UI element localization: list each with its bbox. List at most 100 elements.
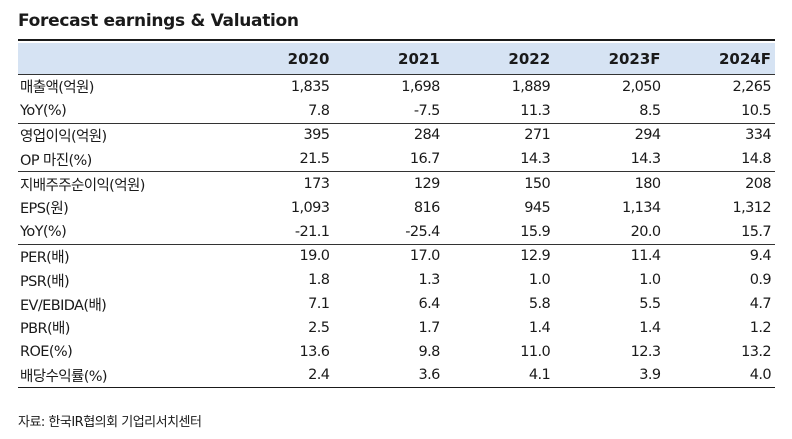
header-label-cell (18, 43, 223, 75)
row-label: ROE(%) (20, 343, 73, 360)
row-label: PSR(배) (20, 273, 70, 290)
header-year-2023f: 2023F (554, 43, 665, 75)
value-cell: 17.0 (333, 243, 444, 269)
value-cell: 16.7 (409, 151, 440, 168)
value-cell: 173 (223, 171, 334, 196)
title-rule (18, 39, 775, 41)
earnings-table: 2020 2021 2022 2023F 2024F 매출액(억원) 1,835 1… (18, 43, 775, 389)
value-cell: 4.0 (664, 363, 775, 389)
row-label: 배당수익률(%) (18, 363, 223, 389)
value-cell: 4.7 (749, 296, 772, 313)
header-row: 2020 2021 2022 2023F 2024F (18, 43, 775, 75)
value-cell: 1,093 (290, 199, 330, 216)
value-cell: 2,265 (664, 73, 775, 99)
value-cell: -7.5 (413, 102, 441, 119)
value-cell: 20.0 (630, 223, 661, 240)
value-cell: 1,889 (443, 73, 555, 99)
value-cell: 1.8 (308, 272, 330, 289)
value-cell: 13.6 (299, 343, 330, 360)
value-cell: 180 (554, 171, 665, 196)
table-row: 영업이익(억원) 395 284 271 294 334 (18, 122, 775, 148)
header-year-2024f: 2024F (664, 43, 775, 75)
row-label: 지배주주순이익(억원) (18, 171, 223, 196)
table-row: EPS(원) 1,093 816 945 1,134 1,312 (18, 196, 775, 220)
table-row: PBR(배) 2.5 1.7 1.4 1.4 1.2 (18, 316, 775, 340)
value-cell: 9.8 (418, 343, 441, 360)
row-label: 매출액(억원) (18, 73, 223, 99)
header-year-2022: 2022 (443, 43, 555, 75)
value-cell: 15.7 (741, 223, 771, 240)
value-cell: 10.5 (741, 102, 771, 119)
value-cell: 2.5 (308, 319, 330, 336)
value-cell: 7.1 (308, 296, 330, 313)
value-cell: 395 (223, 122, 334, 148)
value-cell: 816 (413, 199, 440, 216)
value-cell: -25.4 (405, 223, 440, 240)
row-label: EV/EBIDA(배) (20, 297, 107, 314)
value-cell: 294 (554, 122, 665, 148)
row-label: 영업이익(억원) (18, 122, 223, 148)
row-label: OP 마진(%) (20, 152, 92, 169)
value-cell: 5.5 (639, 296, 661, 313)
value-cell: 1.7 (418, 319, 441, 336)
value-cell: 1,134 (622, 199, 661, 216)
value-cell: 4.1 (443, 363, 555, 389)
row-label: PER(배) (18, 243, 223, 269)
value-cell: 14.3 (630, 151, 661, 168)
value-cell: 129 (333, 171, 444, 196)
value-cell: 334 (664, 122, 775, 148)
value-cell: 1,698 (333, 73, 444, 99)
value-cell: 11.3 (520, 102, 551, 119)
value-cell: 3.6 (333, 363, 444, 389)
value-cell: 8.5 (639, 102, 661, 119)
table-row: OP 마진(%) 21.5 16.7 14.3 14.3 14.8 (18, 147, 775, 171)
value-cell: 12.9 (443, 243, 555, 269)
table-title: Forecast earnings & Valuation (18, 11, 299, 31)
row-label: PBR(배) (20, 321, 70, 338)
value-cell: 3.9 (554, 363, 665, 389)
value-cell: 1.0 (639, 272, 661, 289)
value-cell: 1.4 (528, 319, 551, 336)
table-row: PER(배) 19.0 17.0 12.9 11.4 9.4 (18, 243, 775, 269)
value-cell: 284 (333, 122, 444, 148)
header-year-2020: 2020 (223, 43, 334, 75)
value-cell: 271 (443, 122, 555, 148)
value-cell: 0.9 (749, 272, 772, 289)
value-cell: 945 (524, 199, 551, 216)
table-row: YoY(%) -21.1 -25.4 15.9 20.0 15.7 (18, 220, 775, 244)
table-row: YoY(%) 7.8 -7.5 11.3 8.5 10.5 (18, 99, 775, 123)
source-note: 자료: 한국IR협의회 기업리서치센터 (18, 415, 202, 430)
value-cell: 2.4 (223, 363, 334, 389)
value-cell: 21.5 (299, 151, 330, 168)
table-row: 배당수익률(%) 2.4 3.6 4.1 3.9 4.0 (18, 363, 775, 389)
value-cell: 150 (443, 171, 555, 196)
table-body: 매출액(억원) 1,835 1,698 1,889 2,050 2,265 YoY(%) 7.… (18, 73, 775, 389)
header-year-2021: 2021 (333, 43, 444, 75)
table-row: PSR(배) 1.8 1.3 1.0 1.0 0.9 (18, 268, 775, 292)
value-cell: 1.2 (749, 319, 772, 336)
value-cell: 1.4 (639, 319, 661, 336)
value-cell: -21.1 (294, 223, 330, 240)
table-row: 지배주주순이익(억원) 173 129 150 180 208 (18, 171, 775, 196)
value-cell: 13.2 (741, 343, 771, 360)
value-cell: 14.3 (520, 151, 551, 168)
value-cell: 2,050 (554, 73, 665, 99)
value-cell: 7.8 (308, 102, 330, 119)
value-cell: 1.3 (418, 272, 441, 289)
value-cell: 1,835 (223, 73, 334, 99)
value-cell: 19.0 (223, 243, 334, 269)
value-cell: 11.4 (554, 243, 665, 269)
table-row: EV/EBIDA(배) 7.1 6.4 5.8 5.5 4.7 (18, 292, 775, 316)
value-cell: 14.8 (741, 151, 771, 168)
row-label: EPS(원) (20, 201, 69, 218)
row-label: YoY(%) (20, 223, 67, 240)
table-row: 매출액(억원) 1,835 1,698 1,889 2,050 2,265 (18, 73, 775, 99)
value-cell: 6.4 (418, 296, 441, 313)
table-row: ROE(%) 13.6 9.8 11.0 12.3 13.2 (18, 340, 775, 364)
value-cell: 15.9 (520, 223, 551, 240)
value-cell: 11.0 (520, 343, 551, 360)
value-cell: 208 (664, 171, 775, 196)
value-cell: 1.0 (528, 272, 551, 289)
value-cell: 5.8 (528, 296, 551, 313)
value-cell: 12.3 (630, 343, 661, 360)
